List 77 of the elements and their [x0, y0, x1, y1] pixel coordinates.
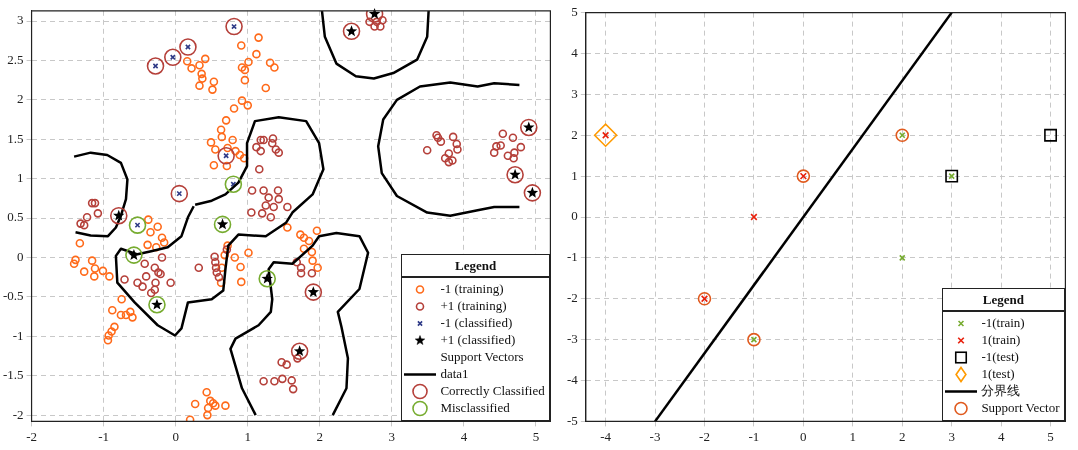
x-tick-label: -4: [600, 428, 612, 444]
legend-label: 1(train): [981, 332, 1021, 349]
point: [796, 169, 811, 183]
y-tick-label: -5: [566, 412, 578, 428]
y-tick-label: -0.5: [2, 288, 24, 304]
legend-label: -1 (training): [440, 281, 504, 298]
point: [146, 57, 165, 75]
point: [519, 118, 538, 137]
y-tick-label: 1: [17, 170, 24, 186]
legend-label: 分界线: [981, 382, 1021, 401]
y-tick-label: 1.5: [7, 130, 24, 146]
point: [224, 175, 243, 193]
legend-label: -1(test): [981, 349, 1019, 366]
point: [747, 332, 761, 347]
point: [179, 38, 197, 56]
y-tick-label: -3: [566, 331, 578, 347]
point: [895, 128, 910, 143]
y-tick-label: -1: [566, 249, 578, 265]
y-tick-label: 2: [17, 91, 24, 107]
x-tick-label: 0: [172, 428, 179, 444]
point: [128, 216, 147, 234]
x-tick-label: 1: [849, 428, 857, 444]
legend-label: +1 (training): [440, 298, 507, 315]
x-tick-label: -2: [699, 428, 710, 444]
x-tick-label: 5: [532, 428, 540, 444]
x-tick-label: -1: [748, 428, 760, 444]
legend-label: Misclassified: [440, 400, 510, 417]
y-tick-label: -4: [566, 371, 579, 387]
y-tick-label: 0: [571, 208, 578, 224]
point: [1044, 128, 1058, 142]
legend-label: Support Vectors: [440, 349, 524, 366]
y-tick-label: 3: [17, 12, 24, 28]
point: [697, 291, 712, 306]
y-tick-label: 0: [17, 248, 24, 264]
legend-label: Support Vector: [981, 400, 1060, 417]
point: [523, 184, 542, 202]
y-tick-label: 0.5: [7, 209, 24, 225]
x-tick-label: 3: [388, 428, 396, 444]
y-tick-label: -2: [12, 406, 24, 422]
y-tick-label: -1: [12, 327, 24, 343]
x-tick-label: 5: [1047, 428, 1054, 444]
point: [217, 147, 235, 165]
y-tick-label: 4: [571, 44, 579, 60]
point: [898, 254, 906, 262]
legend-title: Legend: [453, 257, 498, 276]
y-tick-label: -2: [566, 290, 578, 306]
legend-label: Correctly Classified: [440, 383, 545, 400]
y-tick-label: 2.5: [7, 51, 24, 67]
x-tick-label: 0: [800, 428, 807, 444]
point: [593, 123, 618, 148]
x-tick-label: 4: [997, 428, 1005, 444]
point: [148, 295, 166, 314]
legend-label: +1 (classified): [440, 332, 516, 349]
y-tick-label: 3: [571, 85, 578, 101]
x-tick-label: 3: [948, 428, 955, 444]
y-tick-label: 1: [571, 167, 578, 183]
legend-label: -1 (classified): [440, 315, 513, 332]
y-tick-label: 2: [571, 126, 578, 142]
point: [225, 17, 243, 36]
legend-label: -1(train): [981, 315, 1025, 332]
point: [750, 213, 758, 221]
x-tick-label: 2: [316, 428, 324, 444]
legend-label: 1(test): [981, 366, 1015, 383]
point: [213, 215, 232, 234]
point: [945, 169, 959, 183]
point: [125, 246, 143, 264]
y-tick-label: 5: [571, 4, 578, 20]
y-tick-label: -1.5: [2, 367, 24, 383]
x-tick-label: -1: [98, 428, 110, 444]
point: [170, 184, 189, 203]
x-tick-label: 2: [899, 428, 906, 444]
x-tick-label: 4: [460, 428, 468, 444]
legend-label: data1: [440, 366, 469, 383]
legend-title: Legend: [981, 291, 1026, 310]
x-tick-label: -3: [649, 428, 661, 444]
point: [164, 48, 182, 67]
x-tick-label: 1: [244, 428, 251, 444]
